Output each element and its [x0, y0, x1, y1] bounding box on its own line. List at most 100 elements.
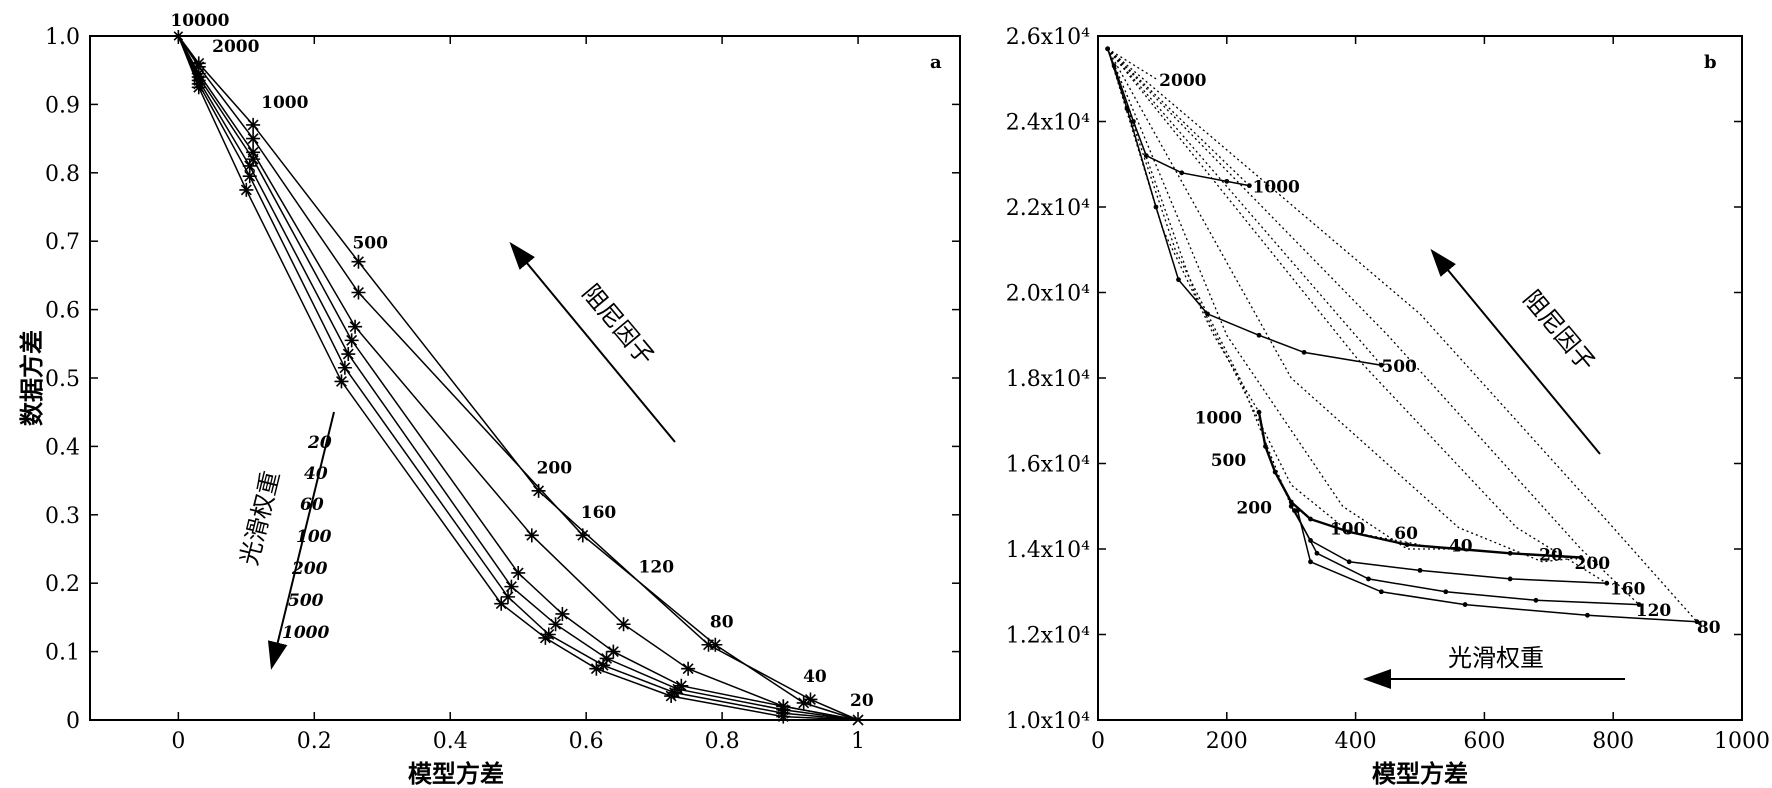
y-tick-label-b: 2.0x10⁴ [1006, 282, 1090, 307]
data-point-b-500 [1124, 106, 1130, 112]
x-tick-label-b: 400 [1335, 729, 1377, 754]
damping-label-a: 80 [710, 612, 734, 632]
damping-label-a: 120 [639, 558, 675, 578]
data-point-a-1000 [191, 80, 206, 95]
y-tick-label-b: 2.4x10⁴ [1006, 111, 1090, 136]
y-tick-label-a: 0.2 [45, 572, 80, 597]
damping-arrow-label-a: 阻尼因子 [577, 279, 660, 371]
damping-arrow-b [1430, 248, 1601, 455]
y-tick-label-b: 1.6x10⁴ [1006, 453, 1090, 478]
point-label-b: 500 [1211, 451, 1247, 471]
data-point-a-200 [548, 617, 563, 632]
data-point-b-1000 [1246, 183, 1252, 189]
data-point-b-40 [1585, 612, 1590, 618]
chart-panel-a: 0 0.2 0.4 0.6 0.8 1 0 0.1 0.2 0.3 0.4 0.5 0.6 0.7 0.8 0… [17, 11, 961, 788]
panel-label-b: b [1704, 52, 1717, 73]
x-tick-label-a: 0.6 [569, 729, 604, 754]
damping-curve-b-80 [1107, 48, 1698, 623]
damping-label-a: 40 [803, 667, 827, 687]
data-point-b-40 [1308, 559, 1313, 565]
data-point-b-500 [1105, 46, 1111, 52]
data-point-b-200 [1256, 409, 1262, 415]
y-tick-label-b: 1.0x10⁴ [1006, 709, 1090, 734]
y-tick-label-b: 2.6x10⁴ [1006, 25, 1090, 50]
point-label-b: 1000 [1253, 178, 1300, 198]
damping-curve-b-120 [1107, 48, 1640, 606]
data-point-a-1000 [239, 182, 254, 197]
data-point-a-60 [524, 528, 539, 543]
y-tick-label-b: 2.2x10⁴ [1006, 196, 1090, 221]
data-point-b-500 [1301, 349, 1307, 355]
damping-label-a: 1000 [261, 93, 308, 113]
data-point-b-40 [1694, 619, 1700, 625]
data-point-b-500 [1378, 362, 1384, 368]
data-point-b-1000 [1143, 153, 1149, 159]
x-axis-label-b: 模型方差 [1372, 759, 1468, 788]
point-label-b: 120 [1636, 601, 1672, 621]
series-line-a-500 [177, 35, 859, 721]
data-point-a-60 [616, 617, 631, 632]
smoothing-arrow-a [267, 411, 335, 670]
chart-a-marks: 0 0.2 0.4 0.6 0.8 1 0 0.1 0.2 0.3 0.4 0.5 0.6 0.7 0.8 0… [45, 11, 960, 754]
damping-label-a: 20 [850, 691, 874, 711]
data-point-b-500 [1176, 277, 1181, 283]
damping-label-a: 200 [537, 458, 573, 478]
series-line-a-100 [177, 35, 859, 721]
point-label-b: 200 [1236, 498, 1272, 518]
data-point-a-500 [242, 169, 257, 184]
point-label-b: 80 [1697, 618, 1721, 638]
x-tick-label-b: 200 [1206, 729, 1248, 754]
data-point-b-100 [1604, 580, 1610, 586]
damping-curve-b-500 [1107, 48, 1382, 366]
data-point-b-60 [1314, 550, 1320, 556]
data-point-a-60 [681, 661, 696, 676]
data-point-b-500 [1153, 204, 1159, 210]
data-point-a-20 [246, 117, 261, 132]
data-point-b-1000 [1224, 178, 1230, 184]
data-point-b-200 [1263, 444, 1268, 449]
x-tick-label-a: 1 [851, 729, 865, 754]
point-label-b: 200 [1575, 554, 1611, 574]
data-point-b-40 [1462, 602, 1468, 607]
x-tick-label-a: 0.8 [705, 729, 740, 754]
data-point-a-100 [511, 565, 526, 580]
damping-curve-b-60 [1107, 48, 1421, 546]
data-point-a-1000 [334, 374, 349, 389]
y-tick-label-a: 0.1 [45, 641, 80, 666]
damping-label-a: 500 [352, 233, 388, 253]
damping-curve-b-100 [1107, 48, 1292, 507]
point-label-b: 20 [1539, 545, 1563, 565]
data-point-a-20 [803, 692, 818, 707]
data-point-b-1000 [1179, 170, 1185, 176]
y-tick-label-a: 0.7 [45, 230, 80, 255]
x-tick-label-b: 800 [1592, 729, 1634, 754]
x-tick-label-a: 0.4 [433, 729, 468, 754]
data-point-a-100 [606, 644, 621, 659]
smoothing-arrow-label-b: 光滑权重 [1448, 644, 1544, 672]
data-point-a-1000 [538, 630, 553, 645]
data-point-b-60 [1443, 589, 1449, 595]
data-point-a-100 [246, 152, 261, 167]
y-tick-label-a: 0.4 [45, 435, 80, 460]
point-label-b: 60 [1394, 524, 1418, 544]
point-label-b: 2000 [1159, 71, 1206, 91]
smoothing-weight-label-a: 200 [291, 559, 328, 579]
data-point-b-60 [1636, 602, 1642, 607]
data-point-a-100 [344, 333, 359, 348]
data-point-b-40 [1295, 508, 1301, 513]
x-tick-label-b: 600 [1463, 729, 1505, 754]
data-point-a-200 [599, 651, 614, 666]
chart-b-marks: 0 200 400 600 800 1000 1.0x10⁴ 1.2x10⁴ 1.4x10⁴ 1.… [1006, 25, 1770, 754]
series-line-b-60 [1293, 510, 1640, 606]
data-point-a-40 [575, 528, 590, 543]
plot-frame-a [89, 35, 961, 721]
panel-label-a: a [930, 52, 942, 73]
y-tick-label-a: 0.6 [45, 299, 80, 324]
data-point-a-end [852, 714, 864, 726]
data-point-a-500 [596, 658, 611, 673]
data-point-a-20 [351, 254, 366, 269]
data-point-a-20 [531, 483, 546, 498]
data-point-b-100 [1346, 559, 1352, 565]
x-tick-label-a: 0.2 [297, 729, 332, 754]
y-tick-label-a: 0.5 [45, 367, 80, 392]
